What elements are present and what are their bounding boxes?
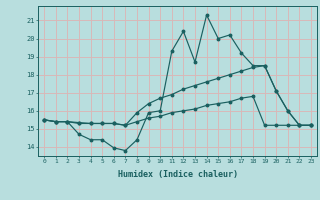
- X-axis label: Humidex (Indice chaleur): Humidex (Indice chaleur): [118, 170, 238, 179]
